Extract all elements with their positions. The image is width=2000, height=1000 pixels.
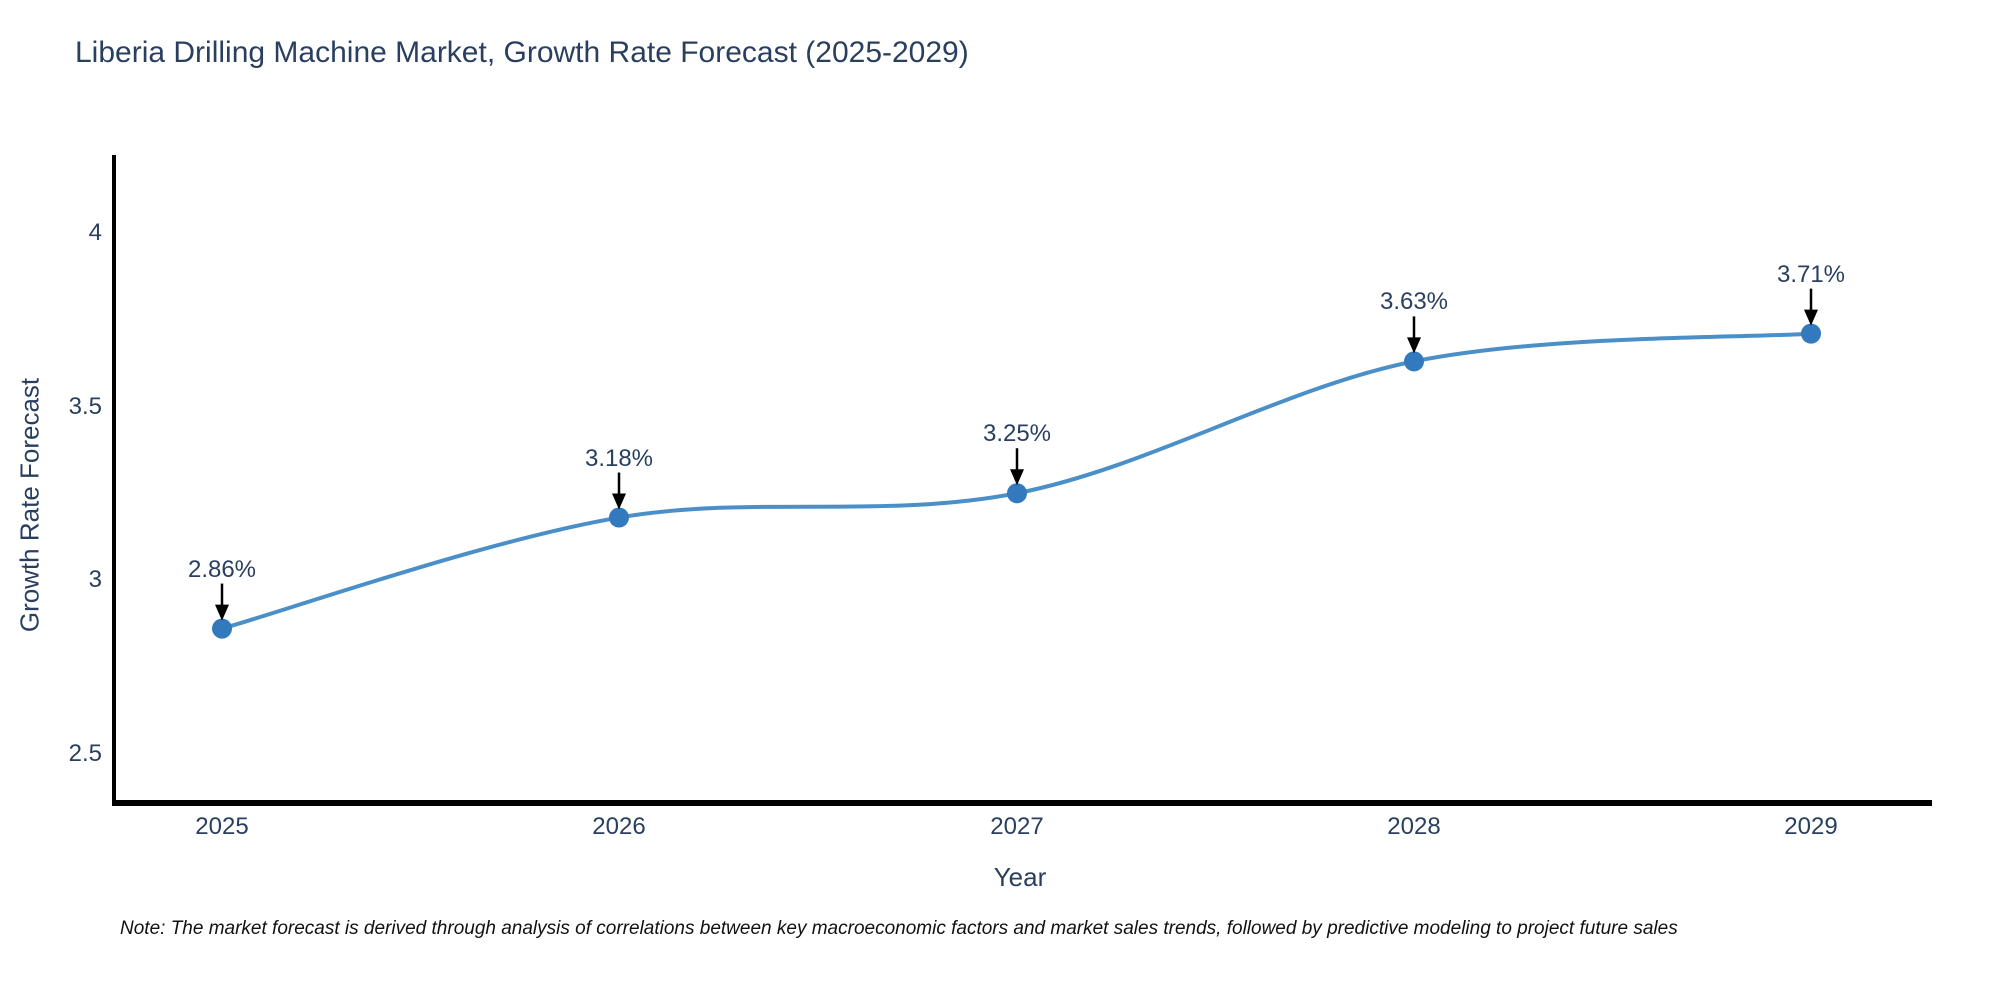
annotation-arrowhead-icon	[612, 493, 626, 510]
y-axis-line	[112, 155, 116, 806]
y-tick-label: 3.5	[68, 392, 102, 420]
data-point-marker	[1404, 351, 1424, 372]
data-point-annotation: 3.63%	[1379, 288, 1449, 316]
y-tick-label: 4	[88, 219, 102, 246]
data-point-marker	[1801, 323, 1821, 344]
x-tick-label: 2028	[1387, 813, 1441, 840]
x-tick-label: 2029	[1784, 813, 1838, 840]
x-axis-title: Year	[993, 862, 1047, 892]
annotation-arrowhead-icon	[1010, 469, 1024, 486]
chart-title: Liberia Drilling Machine Market, Growth …	[75, 36, 969, 69]
x-axis-line	[112, 800, 1932, 806]
data-point-annotation: 3.25%	[982, 420, 1052, 448]
annotation-arrowhead-icon	[1407, 337, 1421, 354]
footnote: Note: The market forecast is derived thr…	[120, 918, 1678, 939]
data-point-marker	[212, 618, 232, 639]
data-point-marker	[609, 507, 629, 528]
x-tick-label: 2027	[990, 813, 1044, 840]
x-tick-label: 2025	[195, 813, 249, 840]
y-tick-label: 3	[88, 566, 102, 593]
data-point-annotation: 3.18%	[584, 444, 654, 472]
x-tick-label: 2026	[592, 813, 646, 840]
data-point-marker	[1007, 483, 1027, 504]
annotation-arrowhead-icon	[215, 604, 229, 621]
y-tick-label: 2.5	[68, 739, 102, 767]
data-point-annotation: 2.86%	[187, 555, 257, 583]
data-point-annotation: 3.71%	[1776, 260, 1846, 288]
annotation-arrowhead-icon	[1804, 309, 1818, 326]
